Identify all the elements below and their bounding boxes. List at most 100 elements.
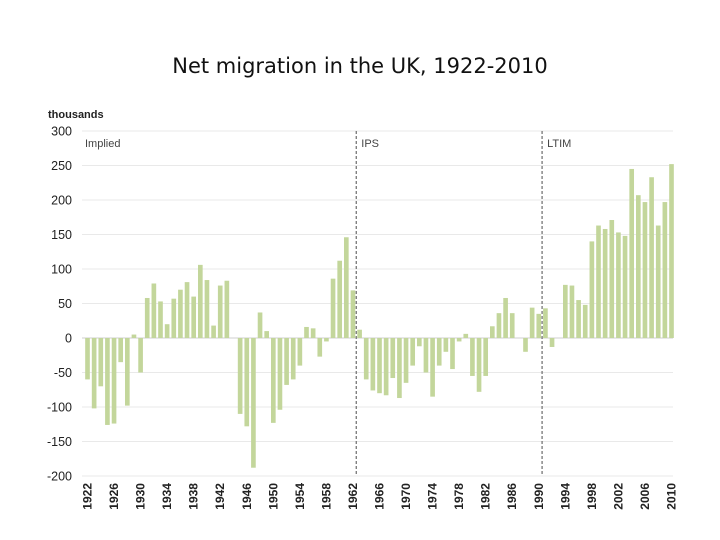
bar (204, 280, 210, 338)
bar (576, 300, 581, 338)
bar (622, 235, 628, 338)
region-label: Implied (85, 138, 120, 150)
bar (131, 334, 137, 338)
bar (324, 338, 329, 342)
x-tick-label: 1962 (346, 483, 360, 510)
bar (397, 338, 402, 399)
bar (244, 338, 250, 427)
y-tick-label: 200 (51, 194, 72, 208)
x-tick-label: 1950 (266, 483, 280, 510)
bar (251, 338, 256, 468)
bar (509, 313, 515, 338)
bar (430, 338, 435, 397)
bar (616, 232, 621, 338)
y-axis: 300 250 200 150 100 50 0 -50 -100 -150 -200 (47, 125, 72, 484)
bar (144, 297, 150, 338)
bar (582, 304, 588, 338)
y-tick-label: 100 (51, 263, 72, 277)
bar (483, 338, 489, 376)
x-tick-label: 2006 (638, 483, 652, 510)
x-tick-label: 1942 (213, 483, 227, 510)
bar (602, 228, 608, 338)
x-tick-label: 1954 (293, 483, 307, 510)
bar (171, 298, 177, 338)
bar (549, 338, 555, 347)
bar (662, 202, 668, 338)
bar (403, 338, 409, 383)
x-tick-label: 1946 (240, 483, 254, 510)
bar (118, 338, 124, 363)
bar (370, 338, 376, 391)
bar (636, 195, 641, 338)
bar (629, 168, 635, 338)
y-tick-label: 150 (51, 228, 72, 242)
bar (436, 338, 442, 366)
bar (503, 297, 508, 338)
y-axis-unit-label: thousands (48, 109, 104, 121)
x-tick-label: 1986 (505, 483, 519, 510)
bar (523, 338, 528, 352)
x-axis: 1922 1926 1930 1934 1938 1942 1946 1950 1954 1958… (81, 483, 679, 510)
x-tick-label: 1926 (107, 483, 121, 510)
bar (410, 338, 416, 366)
bar (450, 338, 455, 370)
y-tick-label: 50 (58, 297, 72, 311)
y-tick-label: -150 (47, 435, 72, 449)
bar (290, 338, 296, 380)
bar (317, 338, 323, 357)
bar (669, 164, 674, 338)
bar (85, 338, 90, 380)
x-tick-label: 1994 (558, 483, 572, 510)
bar (158, 301, 163, 338)
bar (310, 328, 316, 338)
bar (151, 283, 157, 338)
y-tick-label: 0 (65, 332, 72, 346)
bar (563, 284, 568, 338)
bar (443, 338, 449, 352)
x-tick-label: 1982 (479, 483, 493, 510)
bar (649, 177, 654, 338)
bar (390, 338, 396, 379)
bar (642, 202, 648, 338)
x-tick-label: 1970 (399, 483, 413, 510)
bar (476, 338, 482, 392)
bar (211, 325, 216, 338)
bar (470, 338, 475, 376)
bar (277, 338, 283, 410)
bar (363, 338, 369, 380)
bar (337, 260, 343, 338)
x-tick-label: 1922 (81, 483, 95, 510)
bar (589, 241, 595, 338)
bar (350, 290, 356, 338)
bar (536, 313, 542, 338)
x-tick-label: 1998 (585, 483, 599, 510)
bar (463, 333, 469, 338)
bar (164, 324, 170, 338)
bar (98, 338, 104, 387)
bar (330, 278, 336, 338)
bar (304, 326, 309, 338)
x-tick-label: 2010 (665, 483, 679, 510)
bar (198, 264, 203, 338)
bar (529, 307, 535, 338)
bar (105, 338, 110, 425)
x-tick-label: 1938 (187, 483, 201, 510)
bar (423, 338, 429, 373)
bar (217, 285, 223, 338)
bar (496, 313, 502, 338)
x-tick-label: 1934 (160, 483, 174, 510)
bar (417, 338, 422, 347)
x-tick-label: 1966 (373, 483, 387, 510)
bar (543, 308, 548, 338)
chart-title: Net migration in the UK, 1922-2010 (172, 54, 548, 78)
bar (125, 338, 130, 406)
region-label: LTIM (547, 138, 571, 150)
x-tick-label: 1990 (532, 483, 546, 510)
bar (357, 329, 362, 338)
bar (569, 285, 575, 338)
bar (264, 331, 270, 338)
bar (655, 225, 661, 338)
bar (224, 280, 230, 338)
bar (490, 326, 495, 338)
